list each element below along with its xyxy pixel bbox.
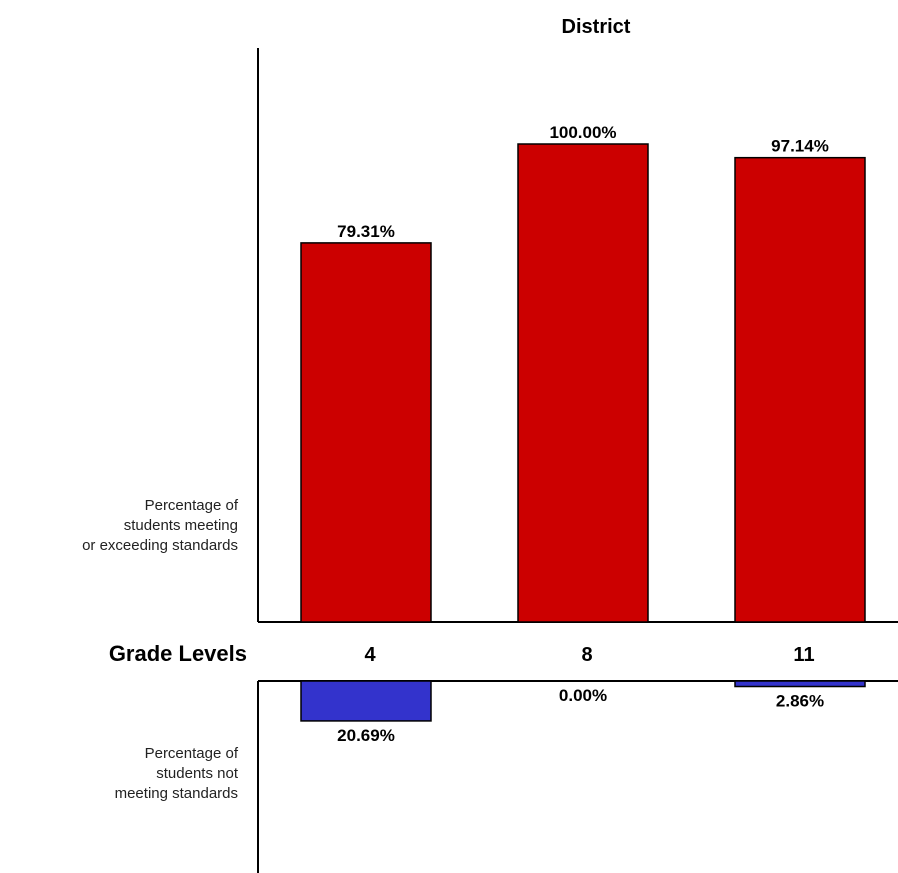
bar-meeting-8 <box>517 143 649 623</box>
bar-not-meeting-4 <box>300 680 432 722</box>
series-description-line: meeting standards <box>115 785 238 802</box>
series-description-line: students not <box>156 765 239 782</box>
category-label-11: 11 <box>793 644 814 666</box>
lower-series-description: Percentage of students not meeting standar… <box>115 745 239 802</box>
lower-bars: 20.69% 0.00% 2.86% <box>300 680 866 745</box>
chart-title: District <box>562 16 631 38</box>
category-label-4: 4 <box>364 644 376 666</box>
value-label-meeting-11: 97.14% <box>771 137 829 156</box>
bar-meeting-11 <box>734 156 866 623</box>
bar-meeting-4 <box>300 242 432 623</box>
value-label-not-meeting-4: 20.69% <box>337 726 395 745</box>
series-description-line: students meeting <box>124 517 238 534</box>
series-description-line: or exceeding standards <box>82 537 238 554</box>
value-label-not-meeting-11: 2.86% <box>776 692 824 711</box>
category-label-8: 8 <box>581 644 592 666</box>
upper-series-description: Percentage of students meeting or exceedin… <box>82 497 239 554</box>
value-label-not-meeting-8: 0.00% <box>559 686 607 705</box>
upper-bars: 79.31% 100.00% 97.14% <box>300 123 866 623</box>
bar-not-meeting-11 <box>734 680 866 688</box>
grade-levels-label: Grade Levels <box>109 641 247 666</box>
series-description-line: Percentage of <box>145 745 239 762</box>
value-label-meeting-8: 100.00% <box>549 123 616 142</box>
category-labels: 4 8 11 <box>364 644 814 666</box>
series-description-line: Percentage of <box>145 497 239 514</box>
value-label-meeting-4: 79.31% <box>337 222 395 241</box>
